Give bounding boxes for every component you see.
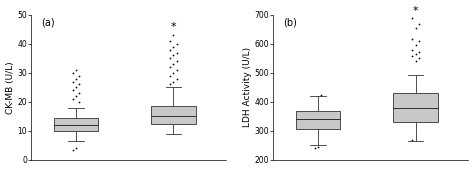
Bar	[151, 106, 196, 124]
Bar	[393, 93, 438, 122]
Bar	[54, 118, 98, 131]
Y-axis label: CK-MB (U/L): CK-MB (U/L)	[6, 61, 15, 114]
Text: *: *	[171, 22, 176, 32]
Text: *: *	[413, 6, 419, 16]
Y-axis label: LDH Activity (U/L): LDH Activity (U/L)	[243, 47, 252, 127]
Bar	[296, 111, 340, 129]
Text: (a): (a)	[41, 18, 55, 28]
Text: (b): (b)	[283, 18, 297, 28]
